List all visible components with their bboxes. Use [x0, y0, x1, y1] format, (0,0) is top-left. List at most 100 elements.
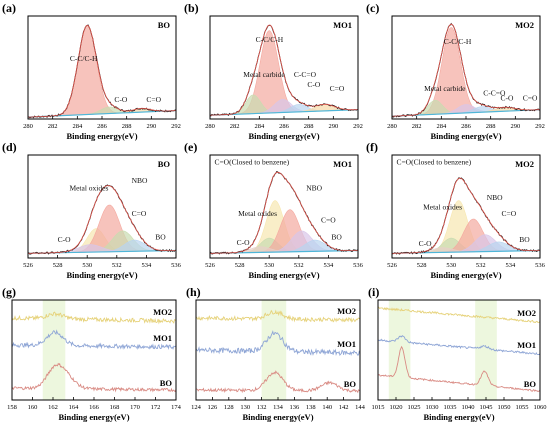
- peak-annotation: NBO: [132, 176, 148, 185]
- series-line: [377, 335, 541, 356]
- x-axis-label: Binding energy(eV): [430, 131, 501, 141]
- x-tick-label: 174: [171, 404, 182, 411]
- peak-annotation: C=O(Closed to benzene): [396, 157, 471, 166]
- x-tick-label: 534: [142, 262, 153, 269]
- peak-annotation: C=O: [502, 209, 517, 218]
- series-label: MO1: [153, 333, 172, 343]
- x-tick-label: 528: [235, 262, 245, 269]
- x-tick-label: 284: [436, 123, 447, 130]
- panel-a: (a) C-C/C-H C-O C=O BO 280 282 284 286 288 290 292 B…: [2, 1, 181, 141]
- x-tick-label: 536: [353, 262, 364, 269]
- x-tick-label: 286: [97, 123, 108, 130]
- panel-label: (d): [2, 140, 17, 154]
- x-axis-label: Binding energy(eV): [58, 412, 129, 422]
- peak-annotation: C-C=O: [294, 70, 317, 79]
- x-tick-label: 134: [273, 404, 284, 411]
- panel-i: (i) MO2 MO1 BO 1015 1020 1025 1030 1035 1040 1045 1…: [368, 285, 547, 422]
- x-tick-label: 1030: [426, 404, 439, 411]
- x-tick-label: 288: [122, 123, 132, 130]
- panel-label: (a): [2, 1, 16, 15]
- x-axis-label: Binding energy(eV): [242, 412, 313, 422]
- series-label: MO1: [337, 339, 356, 349]
- peak-annotation: Metal carbide: [243, 70, 285, 79]
- peak-annotation: C-C/C-H: [70, 54, 98, 63]
- x-tick-label: 144: [355, 404, 366, 411]
- peak-annotation: C=O: [132, 209, 147, 218]
- plot-frame: [391, 154, 541, 259]
- x-tick-label: 530: [82, 262, 92, 269]
- panel-h: (h) MO2 MO1 BO 124 126 128 130 132 134 136 138 140 14…: [186, 285, 366, 422]
- x-axis-label: Binding energy(eV): [248, 131, 319, 141]
- x-tick-label: 288: [304, 123, 314, 130]
- x-tick-label: 1020: [390, 404, 403, 411]
- x-tick-label: 292: [535, 123, 545, 130]
- x-axis-label: Binding energy(eV): [66, 131, 137, 141]
- x-tick-label: 286: [279, 123, 290, 130]
- x-tick-label: 284: [254, 123, 265, 130]
- peak-annotation: C-O: [114, 95, 128, 104]
- panel-e: (e) C=O(Closed to benzene) NBO Metal oxides…: [184, 140, 364, 280]
- x-tick-label: 1060: [534, 404, 547, 411]
- x-tick-label: 128: [224, 404, 234, 411]
- panel-d: (d) Metal oxides NBO C=O BO C-O BO 526 528 530 532…: [2, 140, 182, 280]
- x-tick-label: 140: [322, 404, 332, 411]
- peak-annotation: C-O: [58, 235, 72, 244]
- fit-envelope: [28, 185, 176, 254]
- x-tick-label: 1025: [408, 404, 421, 411]
- x-tick-label: 530: [264, 262, 274, 269]
- peak-annotation: BO: [331, 232, 342, 241]
- sample-label: BO: [158, 159, 171, 169]
- series-label: MO2: [153, 307, 172, 317]
- series-label: BO: [344, 379, 357, 389]
- sample-label: MO1: [333, 20, 352, 30]
- panel-label: (e): [184, 140, 197, 154]
- x-tick-label: 158: [7, 404, 17, 411]
- peak-annotation: Metal oxides: [423, 202, 462, 211]
- x-tick-label: 1040: [462, 404, 475, 411]
- highlight-band: [388, 300, 411, 400]
- peak-annotation: C-C=O: [483, 89, 506, 98]
- x-tick-label: 172: [151, 404, 161, 411]
- x-axis-label: Binding energy(eV): [430, 270, 501, 280]
- highlight-band: [475, 300, 497, 400]
- peak-annotation: NBO: [306, 184, 322, 193]
- highlight-band: [42, 300, 66, 400]
- plot-frame: [11, 299, 177, 401]
- x-tick-label: 166: [89, 404, 100, 411]
- x-tick-label: 280: [387, 123, 397, 130]
- series-line: [195, 330, 361, 356]
- x-tick-label: 1015: [372, 404, 385, 411]
- x-axis-label: Binding energy(eV): [248, 270, 319, 280]
- x-tick-label: 286: [461, 123, 472, 130]
- x-tick-label: 126: [208, 404, 219, 411]
- peak-annotation: C=O: [330, 84, 345, 93]
- x-tick-label: 1050: [498, 404, 511, 411]
- x-tick-label: 534: [324, 262, 335, 269]
- x-tick-label: 534: [506, 262, 517, 269]
- x-tick-label: 282: [230, 123, 240, 130]
- peak-annotation: BO: [155, 232, 166, 241]
- x-tick-label: 142: [339, 404, 349, 411]
- x-tick-label: 288: [486, 123, 496, 130]
- fit-envelope: [210, 171, 358, 254]
- series-line: [11, 362, 177, 393]
- x-tick-label: 532: [294, 262, 304, 269]
- peak-annotation: BO: [519, 235, 530, 244]
- panel-g: (g) MO2 MO1 BO 158 160 162 164 166 168 170 172 174 Bi…: [2, 285, 182, 422]
- x-tick-label: 528: [417, 262, 427, 269]
- series-line: [11, 329, 177, 350]
- x-tick-label: 526: [205, 262, 216, 269]
- fit-envelope: [392, 177, 540, 254]
- panel-c: (c) C-C/C-H Metal carbide C-C=OC-O C=O MO2 280…: [366, 1, 545, 141]
- x-tick-label: 136: [290, 404, 301, 411]
- series-line: [377, 345, 541, 392]
- plot-frame: [377, 299, 541, 401]
- x-tick-label: 162: [48, 404, 58, 411]
- x-tick-label: 530: [446, 262, 456, 269]
- panel-b: (b) C-C/C-H Metal carbide C-C=OC-O C=O MO1 280…: [184, 1, 363, 141]
- series-label: MO2: [517, 308, 536, 318]
- x-tick-label: 292: [353, 123, 363, 130]
- highlight-band: [261, 300, 287, 400]
- x-tick-label: 1035: [444, 404, 457, 411]
- panel-label: (h): [186, 285, 201, 299]
